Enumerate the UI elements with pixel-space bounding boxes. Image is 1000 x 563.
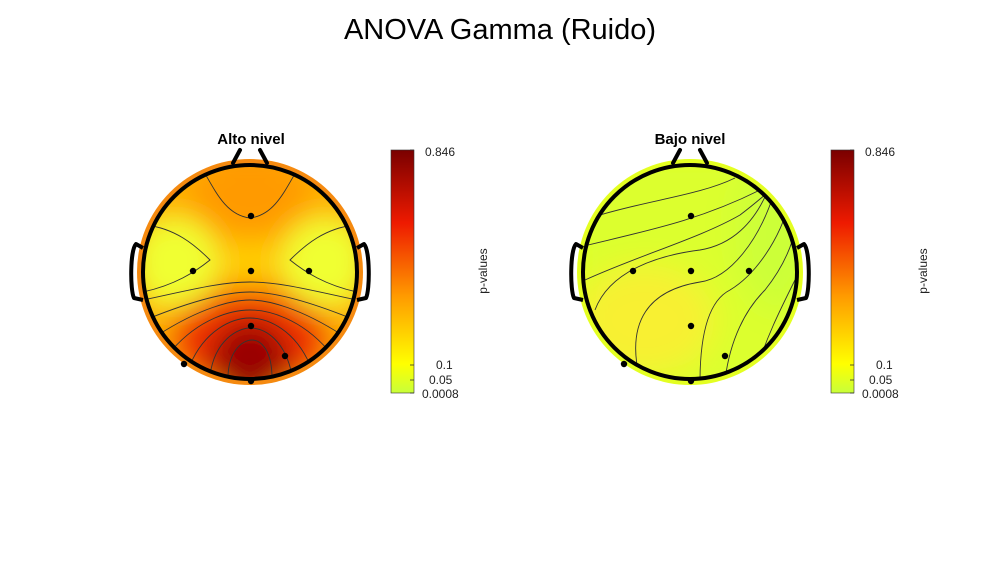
- colorbar-tick-label: 0.0008: [422, 387, 459, 401]
- electrode-marker: [247, 377, 255, 385]
- electrode-marker: [180, 360, 188, 368]
- colorbar-gradient: [390, 149, 415, 394]
- colorbar-left: 0.846 0.1 0.05 0.0008 p-values: [390, 145, 490, 401]
- nose-icon: [231, 148, 269, 165]
- electrode-marker: [247, 212, 255, 220]
- topomap-field: [583, 165, 797, 379]
- panel-title-bajo: Bajo nivel: [655, 131, 726, 148]
- right-ear-icon: [796, 242, 811, 302]
- topomap-field: [143, 165, 357, 379]
- topomap-alto-nivel: Alto nivel: [129, 131, 490, 401]
- left-ear-icon: [569, 242, 584, 302]
- electrode-marker: [247, 322, 255, 330]
- colorbar-tick-label: 0.05: [869, 373, 893, 387]
- figure-title: ANOVA Gamma (Ruido): [343, 14, 657, 46]
- colorbar-tick-label: 0.1: [876, 358, 893, 372]
- left-ear-icon: [129, 242, 144, 302]
- colorbar-tick-label: 0.846: [425, 145, 455, 159]
- electrode-marker: [687, 377, 695, 385]
- electrode-marker: [189, 267, 197, 275]
- electrode-marker: [687, 212, 695, 220]
- electrode-marker: [620, 360, 628, 368]
- colorbar-tick-label: 0.1: [436, 358, 453, 372]
- electrode-marker: [305, 267, 313, 275]
- colorbar-tick-label: 0.05: [429, 373, 453, 387]
- colorbar-right: 0.846 0.1 0.05 0.0008 p-values: [830, 145, 930, 401]
- electrode-markers: [620, 212, 753, 385]
- topomap-bajo-nivel: Bajo nivel: [569, 131, 930, 401]
- electrode-markers: [180, 212, 313, 385]
- right-ear-icon: [356, 242, 371, 302]
- electrode-marker: [687, 322, 695, 330]
- colorbar-axis-label: p-values: [916, 248, 930, 293]
- colorbar-tick-label: 0.0008: [862, 387, 899, 401]
- electrode-marker: [721, 352, 729, 360]
- electrode-marker: [687, 267, 695, 275]
- electrode-marker: [629, 267, 637, 275]
- nose-icon: [671, 148, 709, 165]
- electrode-marker: [281, 352, 289, 360]
- colorbar-gradient: [830, 149, 855, 394]
- electrode-marker: [247, 267, 255, 275]
- colorbar-tick-label: 0.846: [865, 145, 895, 159]
- panel-title-alto: Alto nivel: [217, 131, 285, 148]
- colorbar-axis-label: p-values: [476, 248, 490, 293]
- electrode-marker: [745, 267, 753, 275]
